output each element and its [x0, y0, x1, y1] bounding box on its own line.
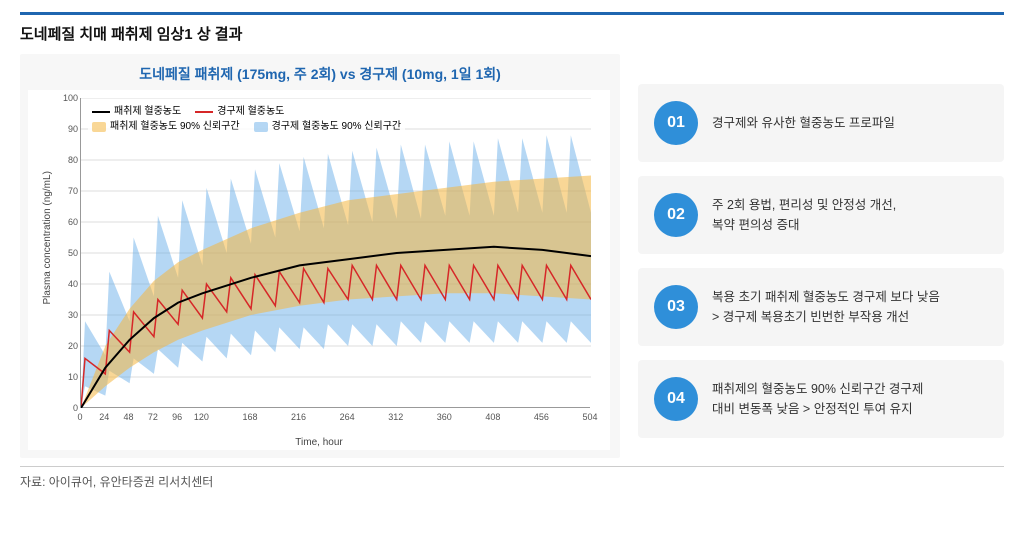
y-tick: 80: [68, 155, 78, 165]
bullet-badge: 03: [654, 285, 698, 329]
y-tick: 50: [68, 248, 78, 258]
y-tick: 40: [68, 279, 78, 289]
legend-label: 패취제 혈중농도 90% 신뢰구간: [110, 119, 240, 134]
figure-title: 도네페질 치매 패취제 임상1 상 결과: [20, 23, 1004, 44]
x-tick: 408: [485, 412, 500, 422]
x-tick: 120: [194, 412, 209, 422]
bullet-item: 03 복용 초기 패취제 혈중농도 경구제 보다 낮음 > 경구제 복용초기 빈번…: [638, 268, 1004, 346]
content-row: 도네페질 패취제 (175mg, 주 2회) vs 경구제 (10mg, 1일 …: [20, 54, 1004, 458]
x-tick: 0: [77, 412, 82, 422]
legend-oral-band: 경구제 혈중농도 90% 신뢰구간: [254, 119, 402, 134]
x-axis-label: Time, hour: [295, 437, 342, 448]
swatch-line-icon: [195, 111, 213, 113]
legend-patch-band: 패취제 혈중농도 90% 신뢰구간: [92, 119, 240, 134]
x-tick: 312: [388, 412, 403, 422]
chart-box: 패취제 혈중농도 경구제 혈중농도 패취제 혈중농도 90% 신뢰구간: [28, 90, 610, 450]
x-tick: 72: [148, 412, 158, 422]
figure-container: 도네페질 치매 패취제 임상1 상 결과 도네페질 패취제 (175mg, 주 …: [0, 0, 1024, 502]
bullet-item: 02 주 2회 용법, 편리성 및 안정성 개선, 복약 편의성 증대: [638, 176, 1004, 254]
x-axis-ticks: 024487296120168216264312360408456504: [80, 410, 590, 424]
bullet-list: 01 경구제와 유사한 혈중농도 프로파일 02 주 2회 용법, 편리성 및 안정성…: [638, 54, 1004, 458]
bullet-text: 복용 초기 패취제 혈중농도 경구제 보다 낮음 > 경구제 복용초기 빈번한 …: [712, 287, 940, 327]
bullet-text: 주 2회 용법, 편리성 및 안정성 개선, 복약 편의성 증대: [712, 195, 896, 235]
chart-panel: 도네페질 패취제 (175mg, 주 2회) vs 경구제 (10mg, 1일 …: [20, 54, 620, 458]
legend-oral-line: 경구제 혈중농도: [195, 104, 284, 119]
x-tick: 48: [124, 412, 134, 422]
bullet-badge: 01: [654, 101, 698, 145]
legend-patch-line: 패취제 혈중농도: [92, 104, 181, 119]
x-tick: 168: [242, 412, 257, 422]
y-axis-label: Plasma concentration (ng/mL): [42, 171, 53, 304]
swatch-line-icon: [92, 111, 110, 113]
x-tick: 96: [172, 412, 182, 422]
y-tick: 30: [68, 310, 78, 320]
chart-title: 도네페질 패취제 (175mg, 주 2회) vs 경구제 (10mg, 1일 …: [28, 64, 612, 84]
y-tick: 60: [68, 217, 78, 227]
swatch-box-icon: [254, 122, 268, 132]
swatch-box-icon: [92, 122, 106, 132]
bullet-item: 01 경구제와 유사한 혈중농도 프로파일: [638, 84, 1004, 162]
plot-area: [80, 98, 590, 408]
y-tick: 100: [63, 93, 78, 103]
legend-label: 경구제 혈중농도: [217, 104, 284, 119]
source-note: 자료: 아이큐어, 유안타증권 리서치센터: [20, 466, 1004, 490]
title-bar: 도네페질 치매 패취제 임상1 상 결과: [20, 12, 1004, 44]
y-tick: 90: [68, 124, 78, 134]
y-tick: 10: [68, 372, 78, 382]
legend-label: 패취제 혈중농도: [114, 104, 181, 119]
x-tick: 216: [291, 412, 306, 422]
x-tick: 360: [437, 412, 452, 422]
x-tick: 264: [340, 412, 355, 422]
chart-legend: 패취제 혈중농도 경구제 혈중농도 패취제 혈중농도 90% 신뢰구간: [88, 102, 405, 136]
y-tick: 70: [68, 186, 78, 196]
bullet-item: 04 패취제의 혈중농도 90% 신뢰구간 경구제 대비 변동폭 낮음 > 안정적…: [638, 360, 1004, 438]
bullet-badge: 04: [654, 377, 698, 421]
bullet-text: 패취제의 혈중농도 90% 신뢰구간 경구제 대비 변동폭 낮음 > 안정적인 …: [712, 379, 923, 419]
x-tick: 456: [534, 412, 549, 422]
bullet-text: 경구제와 유사한 혈중농도 프로파일: [712, 113, 895, 133]
y-axis-ticks: 0102030405060708090100: [58, 98, 78, 408]
y-tick: 20: [68, 341, 78, 351]
x-tick: 504: [582, 412, 597, 422]
x-tick: 24: [99, 412, 109, 422]
legend-label: 경구제 혈중농도 90% 신뢰구간: [272, 119, 402, 134]
bullet-badge: 02: [654, 193, 698, 237]
